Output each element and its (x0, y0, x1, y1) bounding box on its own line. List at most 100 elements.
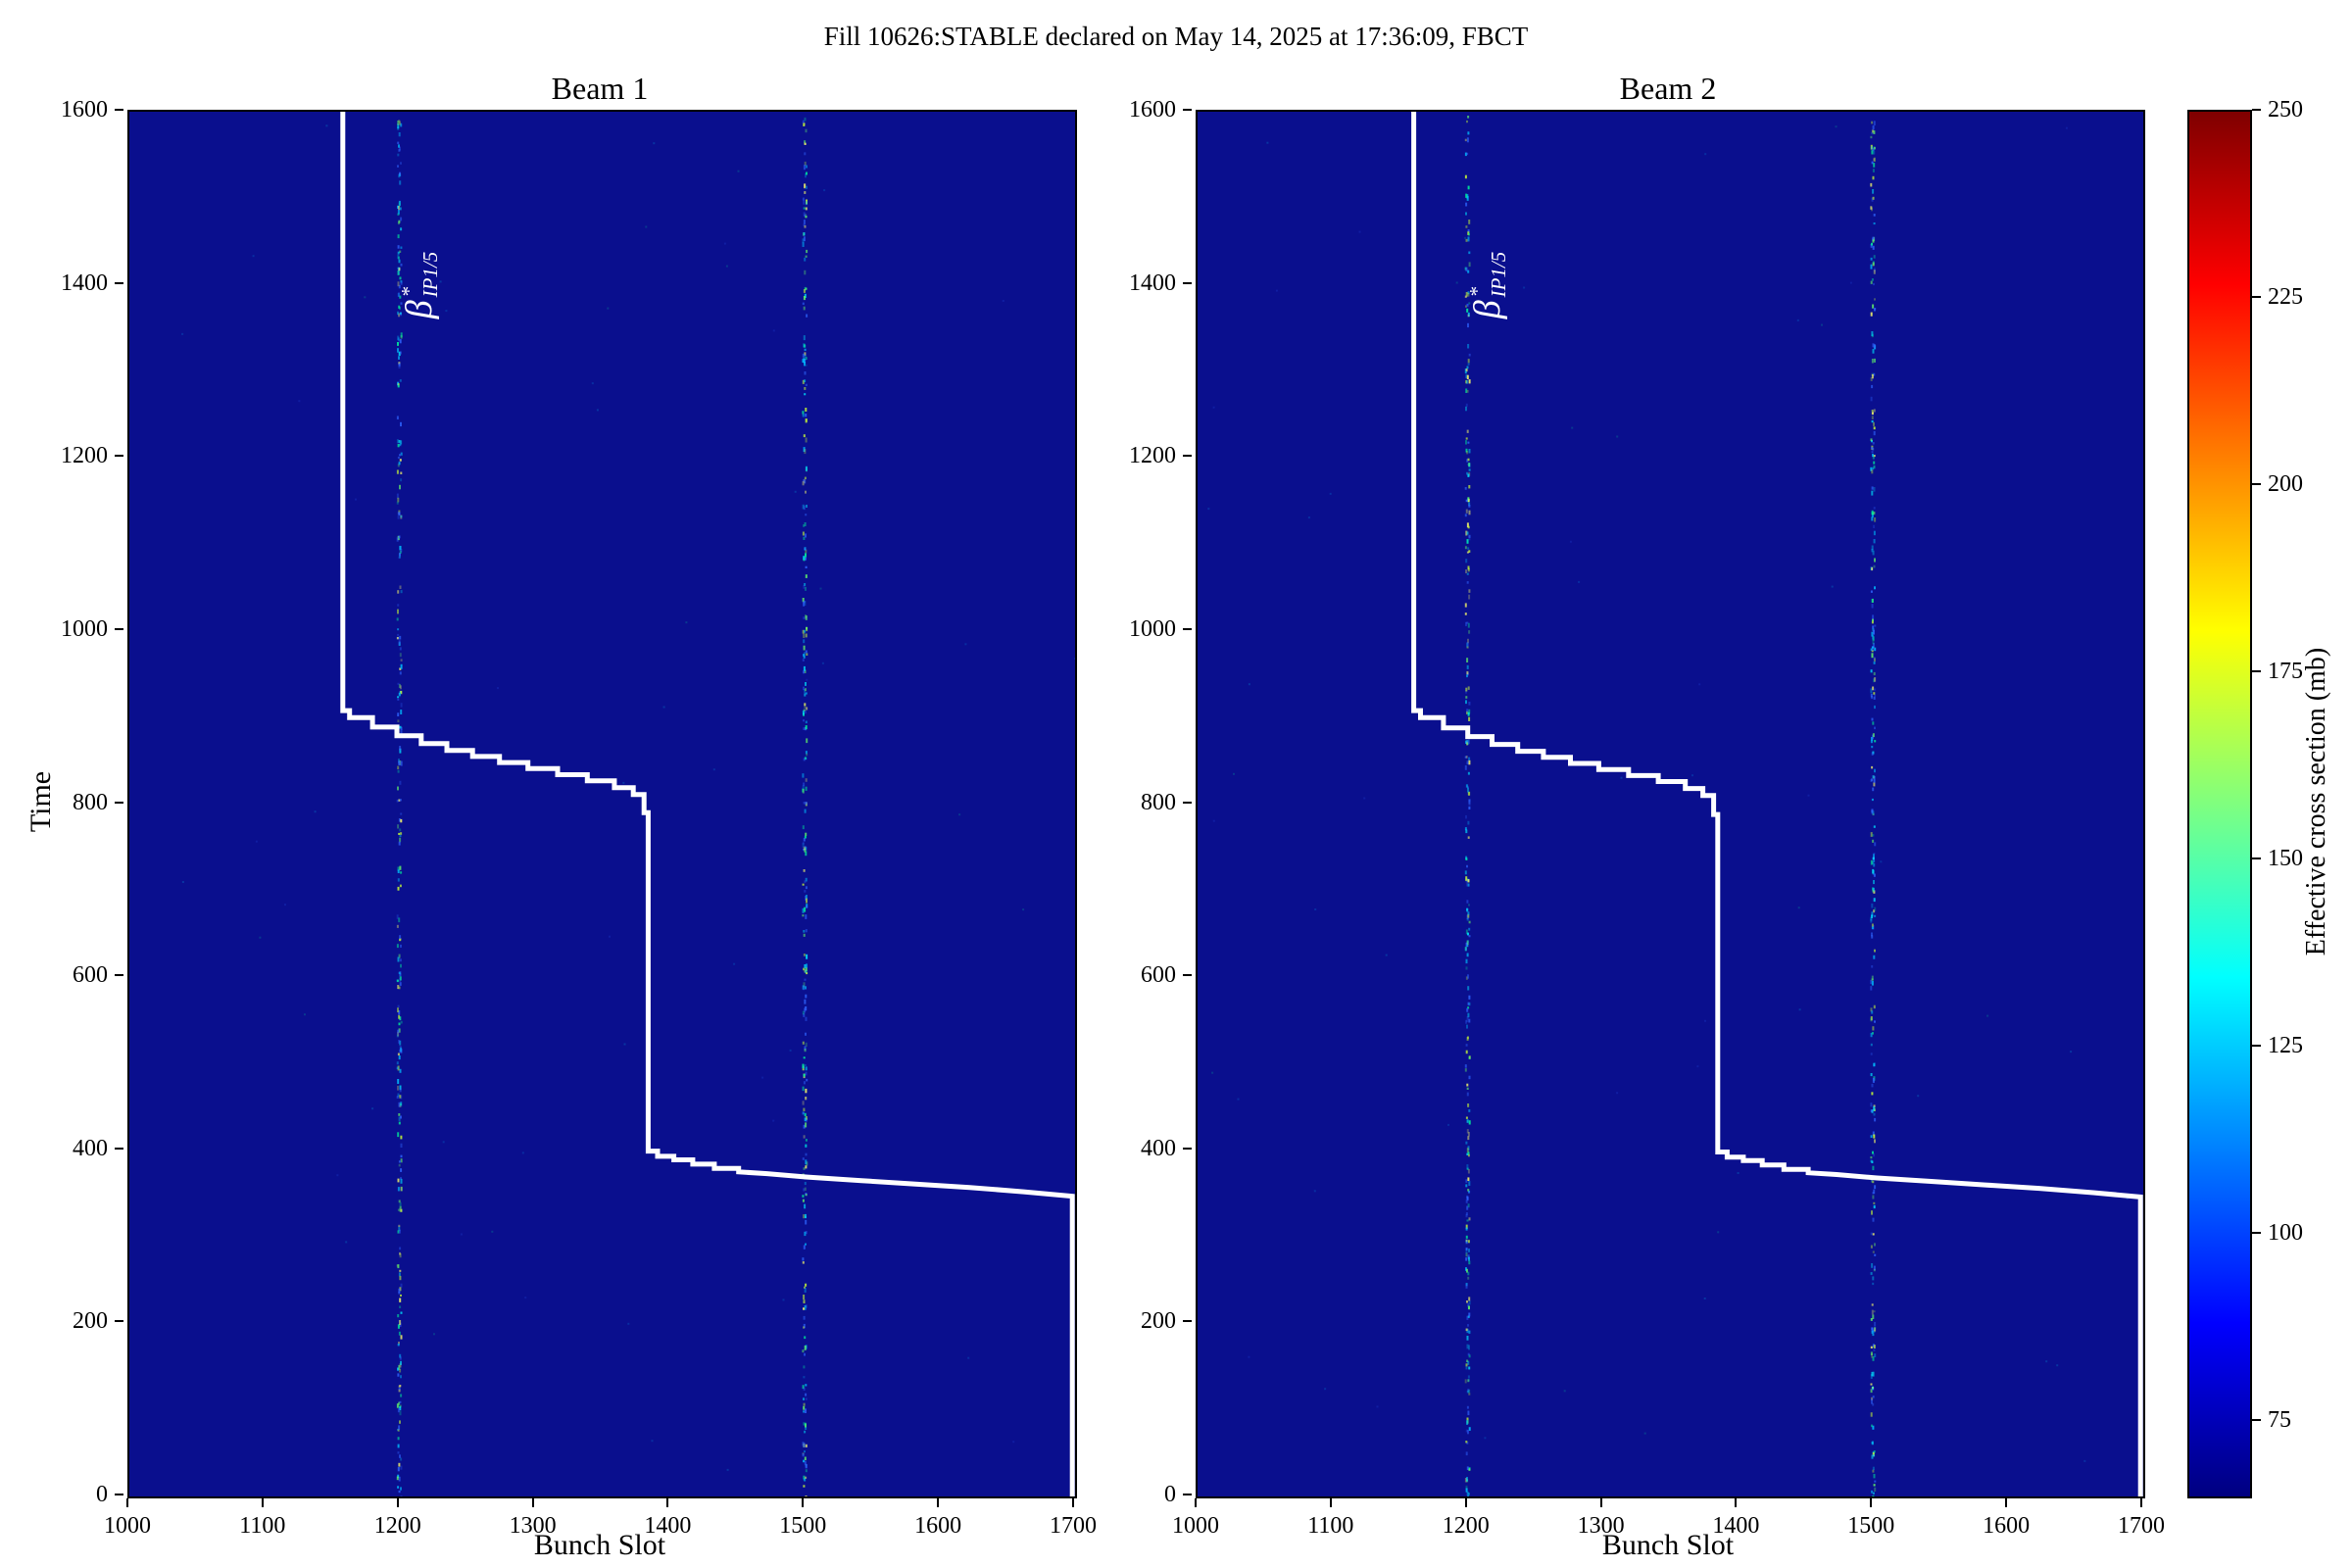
heatmap-beam2: β * IP1/5 (1196, 110, 2145, 1498)
x-tickmark (531, 1498, 534, 1507)
y-tick-label: 1200 (61, 443, 108, 469)
colorbar-tick-label: 75 (2268, 1406, 2291, 1433)
x-tick-label: 1000 (104, 1513, 151, 1539)
colorbar-tickmark (2252, 1044, 2261, 1047)
beam2-xaxis-label: Bunch Slot (1601, 1529, 1735, 1561)
beta-star-annotation: β * IP1/5 (397, 251, 443, 318)
x-tick-label: 1500 (1847, 1513, 1895, 1539)
heatmap-svg (1207, 112, 2143, 1496)
x-tickmark (937, 1498, 940, 1507)
y-tick-label: 1200 (1129, 443, 1176, 469)
beta-supsub: * IP1/5 (397, 251, 443, 297)
y-tick-label: 1000 (61, 615, 108, 642)
colorbar-tickmark (2252, 1231, 2261, 1234)
beta-star-curve (1411, 112, 2143, 1496)
colorbar-tickmark (2252, 857, 2261, 859)
y-tickmark (115, 455, 123, 458)
x-tickmark (1870, 1498, 1873, 1507)
beta-subscript: IP1/5 (418, 251, 443, 297)
colorbar-tick-label: 100 (2268, 1219, 2303, 1246)
colorbar-tick-label: 200 (2268, 470, 2303, 497)
colorbar-tickmark (2252, 1418, 2261, 1421)
colorbar-tickmark (2252, 295, 2261, 298)
y-tick-label: 600 (1141, 962, 1176, 989)
y-tickmark (1183, 1147, 1192, 1150)
x-tickmark (1329, 1498, 1332, 1507)
y-tick-label: 200 (1141, 1308, 1176, 1335)
y-tickmark (1183, 974, 1192, 977)
x-tickmark (1195, 1498, 1197, 1507)
y-tickmark (1183, 109, 1192, 111)
x-tickmark (802, 1498, 805, 1507)
x-tickmark (126, 1498, 128, 1507)
beta-star-annotation: β * IP1/5 (1465, 251, 1511, 318)
y-tickmark (115, 1494, 123, 1495)
x-tickmark (2140, 1498, 2142, 1507)
beta-superscript: * (397, 286, 421, 297)
y-tickmark (115, 281, 123, 284)
colorbar-tickmark (2252, 669, 2261, 672)
beta-subscript: IP1/5 (1487, 251, 1511, 297)
x-tickmark (1599, 1498, 1602, 1507)
x-tick-label: 1400 (1712, 1513, 1760, 1539)
x-tickmark (261, 1498, 264, 1507)
y-tickmark (1183, 1494, 1192, 1495)
x-tick-label: 1200 (1442, 1513, 1490, 1539)
x-tickmark (1735, 1498, 1738, 1507)
beta-star-curve (340, 112, 1075, 1496)
x-tick-label: 1700 (1050, 1513, 1097, 1539)
x-tickmark (2005, 1498, 2008, 1507)
y-tick-label: 0 (96, 1482, 108, 1507)
y-tick-label: 800 (1141, 789, 1176, 815)
x-tick-label: 1600 (914, 1513, 962, 1539)
beam1-xaxis-label: Bunch Slot (533, 1529, 666, 1561)
beta-symbol: β (399, 299, 441, 318)
colorbar-tickmark (2252, 109, 2261, 111)
beam2-title: Beam 2 (1619, 71, 1717, 106)
x-tick-label: 1700 (2118, 1513, 2165, 1539)
figure-title: Fill 10626:STABLE declared on May 14, 20… (823, 22, 1529, 51)
x-tick-label: 1300 (1577, 1513, 1625, 1539)
colorbar-tick-label: 150 (2268, 845, 2303, 871)
colorbar-tick-label: 175 (2268, 658, 2303, 684)
colorbar (2187, 110, 2252, 1498)
x-tickmark (1072, 1498, 1074, 1507)
y-tickmark (115, 801, 123, 804)
x-tick-label: 1100 (1307, 1513, 1354, 1539)
colorbar-tick-label: 250 (2268, 97, 2303, 122)
x-tick-label: 1100 (239, 1513, 286, 1539)
x-tickmark (396, 1498, 399, 1507)
x-tick-label: 1000 (1172, 1513, 1219, 1539)
colorbar-tickmark (2252, 482, 2261, 485)
y-tickmark (1183, 801, 1192, 804)
y-tick-label: 1600 (61, 97, 108, 122)
y-tick-label: 400 (73, 1135, 108, 1161)
y-tick-label: 400 (1141, 1135, 1176, 1161)
heatmap-svg (181, 112, 1075, 1496)
y-tickmark (115, 627, 123, 630)
colorbar-label: Effective cross section (mb) (2301, 647, 2331, 956)
x-tick-label: 1600 (1983, 1513, 2031, 1539)
y-tickmark (115, 1147, 123, 1150)
y-tickmark (1183, 1320, 1192, 1323)
x-tickmark (1464, 1498, 1467, 1507)
y-tick-label: 200 (73, 1308, 108, 1335)
y-tick-label: 0 (1164, 1482, 1176, 1507)
beta-symbol: β (1467, 299, 1509, 318)
x-tick-label: 1400 (644, 1513, 692, 1539)
y-tick-label: 1600 (1129, 97, 1176, 122)
beam1-title: Beam 1 (551, 71, 649, 106)
x-tick-label: 1500 (779, 1513, 827, 1539)
y-tickmark (1183, 455, 1192, 458)
y-tick-label: 1000 (1129, 615, 1176, 642)
y-tick-label: 1400 (61, 270, 108, 296)
y-tickmark (1183, 281, 1192, 284)
x-tickmark (666, 1498, 669, 1507)
y-tickmark (1183, 627, 1192, 630)
heatmap-beam1: β * IP1/5 (127, 110, 1077, 1498)
x-tick-label: 1200 (373, 1513, 421, 1539)
y-tickmark (115, 1320, 123, 1323)
beta-supsub: * IP1/5 (1465, 251, 1511, 297)
x-tick-label: 1300 (509, 1513, 557, 1539)
